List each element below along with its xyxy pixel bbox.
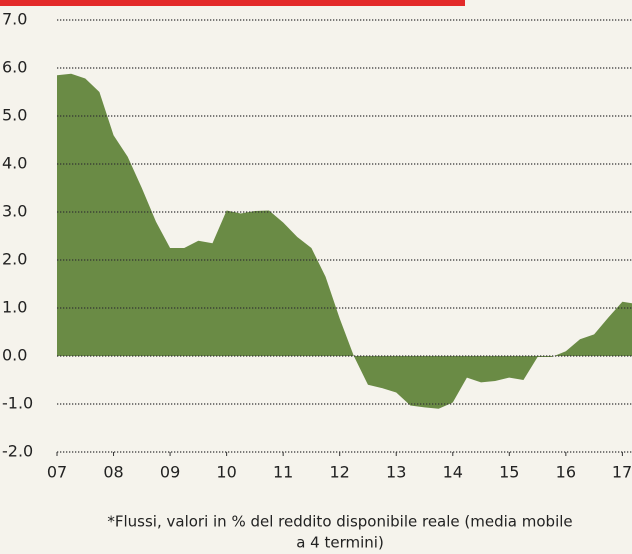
y-tick-label: 3.0 <box>2 202 27 221</box>
x-tick-label: 17 <box>612 463 632 482</box>
y-tick-label: 5.0 <box>2 106 27 125</box>
y-tick-label: 7.0 <box>2 10 27 29</box>
x-tick-label: 12 <box>330 463 350 482</box>
x-tick-label: 13 <box>386 463 406 482</box>
y-tick-label: -1.0 <box>2 394 33 413</box>
y-tick-label: 1.0 <box>2 298 27 317</box>
x-tick-label: 09 <box>160 463 180 482</box>
x-tick-label: 08 <box>103 463 123 482</box>
y-tick-label: 2.0 <box>2 250 27 269</box>
x-tick-label: 07 <box>47 463 67 482</box>
y-tick-label: 4.0 <box>2 154 27 173</box>
x-tick-label: 14 <box>443 463 463 482</box>
header-bar <box>0 0 465 6</box>
x-tick-label: 11 <box>273 463 293 482</box>
area <box>57 73 632 409</box>
x-tick-label: 10 <box>216 463 236 482</box>
y-tick-label: 0.0 <box>2 346 27 365</box>
y-tick-label: -2.0 <box>2 442 33 461</box>
y-tick-label: 6.0 <box>2 58 27 77</box>
x-tick-label: 16 <box>556 463 576 482</box>
footnote: *Flussi, valori in % del reddito disponi… <box>107 513 572 531</box>
footnote: a 4 termini) <box>296 534 384 552</box>
x-tick-label: 15 <box>499 463 519 482</box>
